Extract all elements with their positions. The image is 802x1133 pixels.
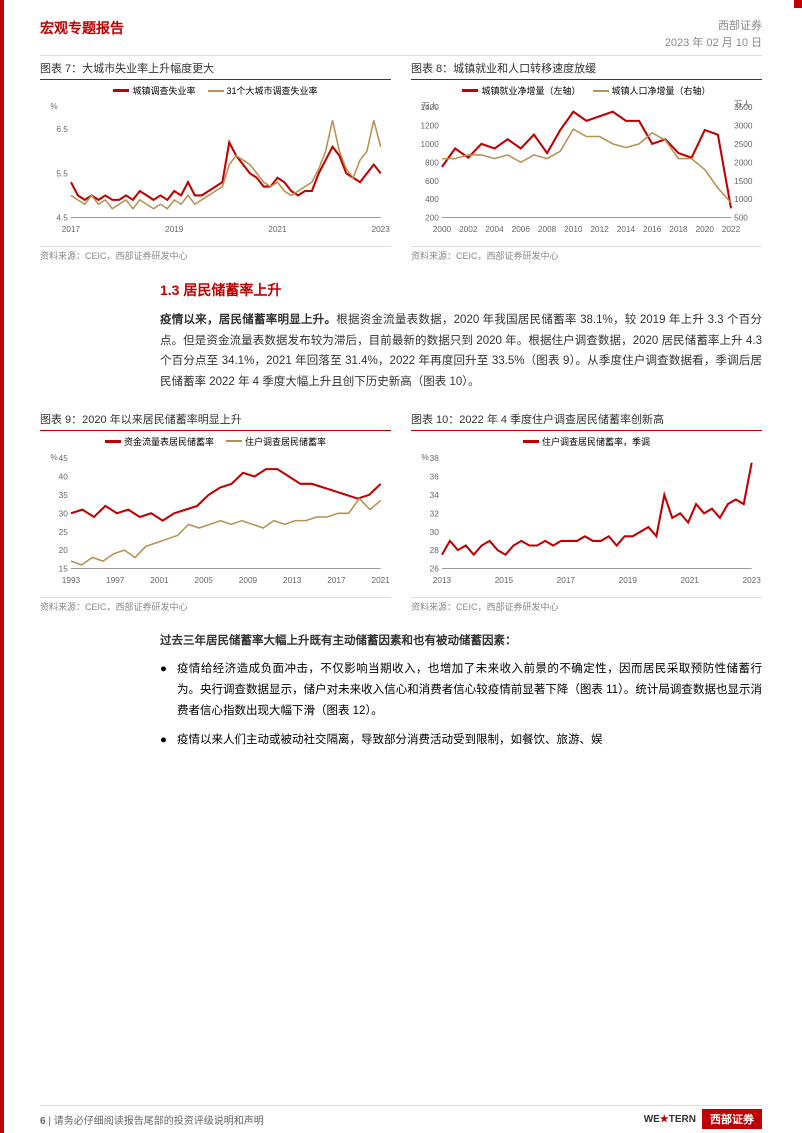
svg-text:200: 200: [425, 214, 439, 223]
svg-text:1993: 1993: [62, 576, 81, 585]
page-footer: 6 | 请务必仔细阅读报告尾部的投资评级说明和声明 WE★TERN 西部证券: [40, 1105, 762, 1129]
svg-text:40: 40: [59, 472, 69, 481]
svg-text:2020: 2020: [696, 225, 715, 234]
svg-text:28: 28: [430, 546, 440, 555]
svg-text:36: 36: [430, 472, 440, 481]
svg-text:6.5: 6.5: [56, 125, 68, 134]
svg-text:2013: 2013: [283, 576, 302, 585]
chart-7-title: 图表 7：大城市失业率上升幅度更大: [40, 60, 391, 80]
svg-text:2018: 2018: [669, 225, 688, 234]
chart-9-title: 图表 9：2020 年以来居民储蓄率明显上升: [40, 411, 391, 431]
svg-text:2021: 2021: [681, 576, 700, 585]
svg-text:万人: 万人: [734, 100, 751, 109]
svg-text:%: %: [50, 453, 58, 462]
para-2: 过去三年居民储蓄率大幅上升既有主动储蓄因素和也有被动储蓄因素：: [160, 631, 762, 652]
svg-text:2001: 2001: [150, 576, 169, 585]
svg-text:2000: 2000: [433, 225, 452, 234]
svg-text:45: 45: [59, 454, 69, 463]
chart-10-source: 资料来源：CEIC，西部证券研发中心: [411, 597, 762, 613]
svg-text:500: 500: [734, 214, 748, 223]
svg-text:2005: 2005: [195, 576, 214, 585]
chart-9-source: 资料来源：CEIC，西部证券研发中心: [40, 597, 391, 613]
svg-text:1200: 1200: [421, 122, 440, 131]
svg-text:%: %: [50, 102, 58, 111]
svg-text:2012: 2012: [590, 225, 609, 234]
svg-text:2013: 2013: [433, 576, 452, 585]
svg-text:2014: 2014: [617, 225, 636, 234]
svg-text:2016: 2016: [643, 225, 662, 234]
svg-text:5.5: 5.5: [56, 169, 68, 178]
svg-text:2500: 2500: [734, 140, 753, 149]
bullet-1: ● 疫情给经济造成负面冲击，不仅影响当期收入，也增加了未来收入前景的不确定性，因…: [160, 659, 762, 721]
svg-text:2006: 2006: [512, 225, 531, 234]
para-1: 疫情以来，居民储蓄率明显上升。根据资金流量表数据，2020 年我国居民储蓄率 3…: [160, 310, 762, 393]
chart-9-svg: 15 20 25 30 35 40 45% 1993 1997 2001 2005 2009 2013 2…: [40, 450, 391, 590]
chart-7-svg: 4.5 5.5 6.5% 2017 2019 2021 2023: [40, 99, 391, 239]
svg-text:4.5: 4.5: [56, 214, 68, 223]
svg-text:2004: 2004: [485, 225, 504, 234]
chart-7: 图表 7：大城市失业率上升幅度更大 城镇调查失业率 31个大城市调查失业率 4.…: [40, 60, 391, 262]
chart-10-svg: 26 28 30 32 34 36 38% 2013 2015 2017 2019 2021 2023: [411, 450, 762, 590]
chart-8-title: 图表 8：城镇就业和人口转移速度放缓: [411, 60, 762, 80]
svg-text:20: 20: [59, 546, 69, 555]
svg-text:1000: 1000: [734, 195, 753, 204]
svg-text:34: 34: [430, 491, 440, 500]
svg-text:万人: 万人: [421, 102, 438, 111]
bullet-2: ● 疫情以来人们主动或被动社交隔离，导致部分消费活动受到限制，如餐饮、旅游、娱: [160, 730, 762, 751]
svg-text:2010: 2010: [564, 225, 583, 234]
company-logo: WE★TERN 西部证券: [644, 1109, 762, 1129]
chart-8-svg: 2004006008001000120014005001000150020002…: [411, 99, 762, 239]
chart-8-source: 资料来源：CEIC，西部证券研发中心: [411, 246, 762, 262]
svg-text:2017: 2017: [327, 576, 346, 585]
page-header: 宏观专题报告 西部证券 2023 年 02 月 10 日: [40, 18, 762, 56]
svg-text:1997: 1997: [106, 576, 125, 585]
svg-text:1000: 1000: [421, 140, 440, 149]
svg-text:2002: 2002: [459, 225, 478, 234]
svg-text:35: 35: [59, 491, 69, 500]
svg-text:2017: 2017: [557, 576, 576, 585]
section-1-3-heading: 1.3 居民储蓄率上升: [160, 280, 762, 300]
svg-text:1500: 1500: [734, 177, 753, 186]
chart-8: 图表 8：城镇就业和人口转移速度放缓 城镇就业净增量（左轴） 城镇人口净增量（右…: [411, 60, 762, 262]
svg-text:600: 600: [425, 177, 439, 186]
svg-text:2019: 2019: [619, 576, 638, 585]
svg-text:2022: 2022: [722, 225, 741, 234]
svg-text:15: 15: [59, 564, 69, 573]
svg-text:38: 38: [430, 454, 440, 463]
svg-text:2023: 2023: [371, 225, 390, 234]
svg-text:2021: 2021: [371, 576, 390, 585]
svg-text:32: 32: [430, 509, 440, 518]
svg-text:2023: 2023: [742, 576, 761, 585]
svg-text:2015: 2015: [495, 576, 514, 585]
svg-text:2021: 2021: [268, 225, 287, 234]
svg-text:2009: 2009: [239, 576, 258, 585]
chart-9: 图表 9：2020 年以来居民储蓄率明显上升 资金流量表居民储蓄率 住户调查居民…: [40, 411, 391, 613]
svg-text:2019: 2019: [165, 225, 184, 234]
svg-text:%: %: [421, 453, 429, 462]
svg-text:2017: 2017: [62, 225, 81, 234]
report-date: 2023 年 02 月 10 日: [665, 35, 762, 52]
svg-text:26: 26: [430, 564, 440, 573]
report-type: 宏观专题报告: [40, 18, 124, 38]
chart-10-title: 图表 10：2022 年 4 季度住户调查居民储蓄率创新高: [411, 411, 762, 431]
chart-10: 图表 10：2022 年 4 季度住户调查居民储蓄率创新高 住户调查居民储蓄率，…: [411, 411, 762, 613]
svg-text:3000: 3000: [734, 122, 753, 131]
chart-7-source: 资料来源：CEIC，西部证券研发中心: [40, 246, 391, 262]
svg-text:25: 25: [59, 528, 69, 537]
company-name: 西部证券: [665, 18, 762, 35]
svg-text:30: 30: [59, 509, 69, 518]
svg-text:400: 400: [425, 195, 439, 204]
svg-text:30: 30: [430, 528, 440, 537]
svg-text:800: 800: [425, 158, 439, 167]
svg-text:2008: 2008: [538, 225, 557, 234]
svg-text:2000: 2000: [734, 158, 753, 167]
